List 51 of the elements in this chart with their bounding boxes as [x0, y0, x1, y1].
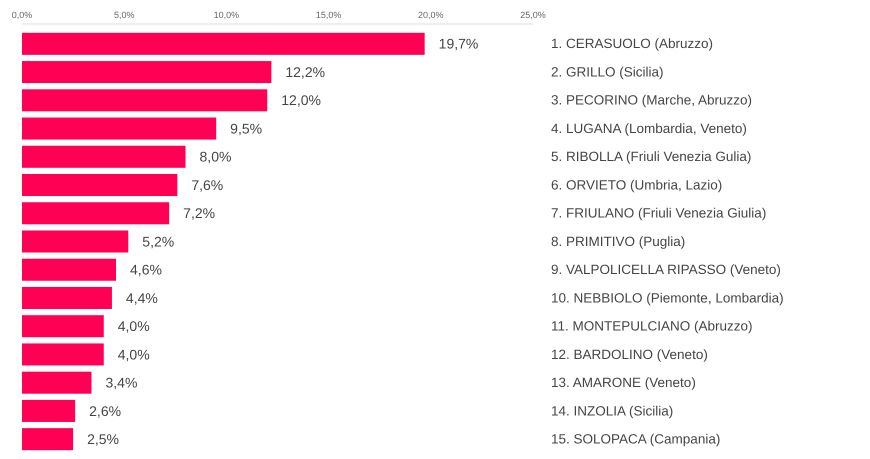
bar: [22, 118, 216, 140]
bar: [22, 343, 104, 366]
data-label: 12,0%: [281, 92, 321, 108]
x-tick-label: 10,0%: [214, 10, 240, 20]
data-label: 2,6%: [89, 402, 122, 419]
bar: [22, 89, 268, 112]
y-tick-label: 12. BARDOLINO (Veneto): [551, 346, 708, 362]
y-tick-label: 4. LUGANA (Lombardia, Veneto): [551, 120, 747, 136]
data-label: 19,7%: [438, 36, 478, 52]
data-label: 3,4%: [105, 374, 138, 391]
data-label: 4,6%: [130, 262, 162, 278]
y-tick-label: 7. FRIULANO (Friuli Venezia Giulia): [551, 206, 766, 221]
y-tick-label: 11. MONTEPULCIANO (Abruzzo): [551, 318, 753, 334]
data-label: 5,2%: [142, 233, 174, 250]
data-label: 8,0%: [200, 148, 232, 165]
bar: [22, 174, 178, 196]
bar: [22, 372, 92, 394]
x-tick-label: 5,0%: [114, 10, 134, 20]
bar: [22, 61, 272, 84]
bar: [22, 202, 170, 224]
data-label: 4,0%: [118, 318, 150, 334]
data-label: 2,5%: [87, 431, 120, 448]
data-label: 9,5%: [230, 120, 262, 136]
y-tick-label: 3. PECORINO (Marche, Abruzzo): [551, 92, 752, 108]
bar: [22, 400, 76, 422]
data-label: 7,6%: [191, 176, 224, 193]
y-tick-label: 10. NEBBIOLO (Piemonte, Lombardia): [551, 290, 784, 306]
bar: [22, 32, 425, 55]
y-tick-label: 6. ORVIETO (Umbria, Lazio): [551, 177, 722, 192]
bar: [22, 428, 74, 450]
data-label: 7,2%: [183, 205, 216, 222]
y-tick-label: 5. RIBOLLA (Friuli Venezia Gulia): [551, 149, 752, 164]
y-tick-label: 1. CERASUOLO (Abruzzo): [551, 36, 714, 52]
y-tick-label: 9. VALPOLICELLA RIPASSO (Veneto): [551, 262, 781, 278]
y-tick-label: 13. AMARONE (Veneto): [551, 375, 696, 390]
data-label: 4,0%: [118, 346, 150, 362]
bar: [22, 230, 128, 253]
x-tick-label: 15,0%: [316, 10, 342, 20]
y-tick-label: 8. PRIMITIVO (Puglia): [551, 234, 686, 249]
y-tick-label: 2. GRILLO (Sicilia): [551, 64, 664, 80]
y-tick-label: 15. SOLOPACA (Campania): [551, 431, 720, 446]
bar: [22, 258, 116, 281]
x-tick-label: 25,0%: [520, 10, 546, 20]
data-label: 12,2%: [285, 64, 326, 80]
bar: [22, 146, 186, 168]
y-tick-label: 14. INZOLIA (Sicilia): [551, 403, 674, 418]
data-label: 4,4%: [126, 290, 158, 306]
bar: [22, 286, 112, 309]
x-tick-label: 20,0%: [418, 10, 444, 20]
x-tick-label: 0,0%: [12, 10, 32, 20]
bar: [22, 315, 104, 338]
